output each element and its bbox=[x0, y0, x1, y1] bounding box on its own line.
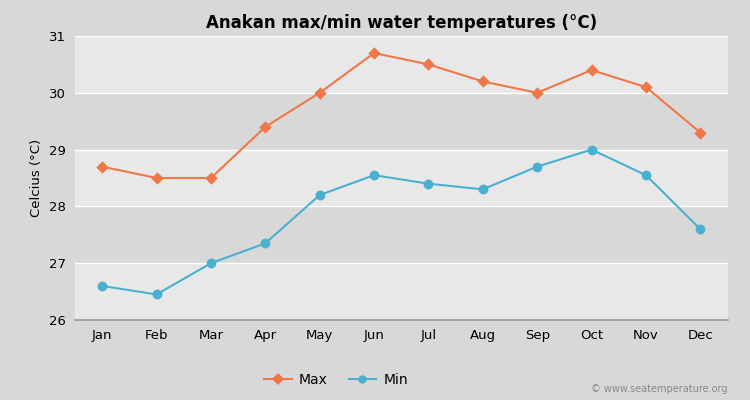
Point bbox=[586, 146, 598, 153]
Point bbox=[96, 164, 108, 170]
Bar bbox=[75, 263, 728, 320]
Point bbox=[151, 175, 163, 181]
Bar bbox=[75, 36, 728, 93]
Point bbox=[368, 172, 380, 178]
Point bbox=[422, 61, 434, 68]
Point bbox=[260, 240, 272, 246]
Point bbox=[205, 260, 217, 266]
Point bbox=[640, 84, 652, 90]
Bar bbox=[75, 93, 728, 150]
Point bbox=[531, 90, 543, 96]
Point bbox=[368, 50, 380, 56]
Point bbox=[640, 172, 652, 178]
Point bbox=[151, 291, 163, 298]
Point bbox=[531, 164, 543, 170]
Y-axis label: Celcius (°C): Celcius (°C) bbox=[31, 139, 44, 217]
Point bbox=[586, 67, 598, 73]
Point bbox=[694, 129, 706, 136]
Point bbox=[477, 78, 489, 85]
Title: Anakan max/min water temperatures (°C): Anakan max/min water temperatures (°C) bbox=[206, 14, 597, 32]
Bar bbox=[75, 150, 728, 206]
Point bbox=[314, 90, 326, 96]
Point bbox=[260, 124, 272, 130]
Point bbox=[96, 283, 108, 289]
Point bbox=[694, 226, 706, 232]
Point bbox=[477, 186, 489, 192]
Legend: Max, Min: Max, Min bbox=[259, 368, 413, 392]
Bar bbox=[75, 206, 728, 263]
Point bbox=[205, 175, 217, 181]
Point bbox=[422, 180, 434, 187]
Text: © www.seatemperature.org: © www.seatemperature.org bbox=[591, 384, 728, 394]
Point bbox=[314, 192, 326, 198]
